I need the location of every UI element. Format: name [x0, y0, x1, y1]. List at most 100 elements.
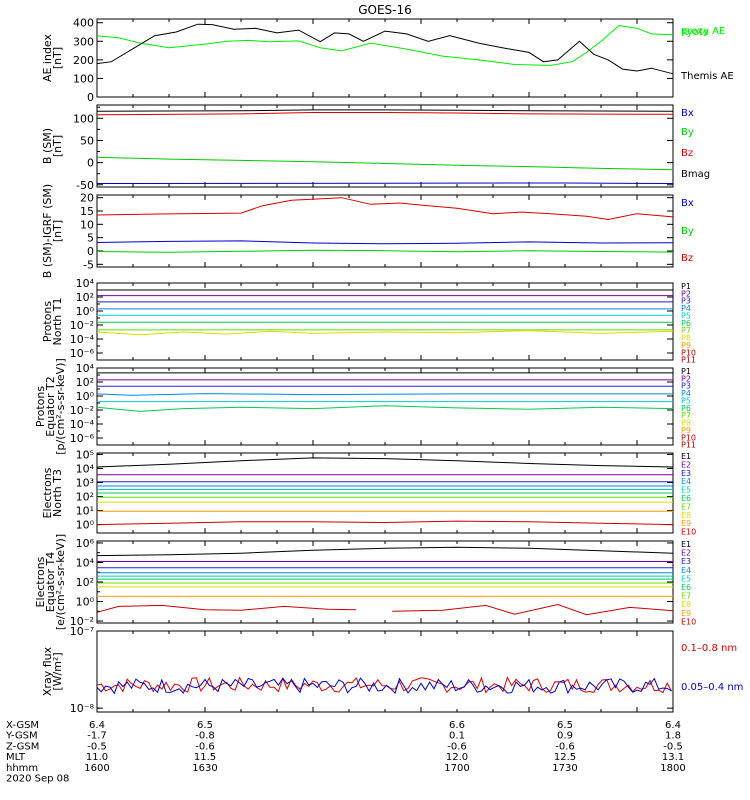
legend-entry: P3 — [681, 297, 691, 306]
legend-entry: Themis AE — [680, 71, 734, 82]
date-label: 2020 Sep 08 — [6, 774, 69, 785]
legend-entry: Bx — [681, 108, 694, 119]
panel-frame — [96, 104, 674, 188]
legend-entry: proxy AE — [681, 26, 725, 37]
y-axis-label: B (SM)-IGRF (SM) — [41, 184, 54, 278]
legend-entry: E4 — [681, 477, 691, 486]
series-line-bigrf-bz — [96, 197, 674, 221]
x-row-label: hhmm — [6, 763, 38, 774]
legend-entry: P7 — [681, 411, 691, 420]
y-tick-label: 0 — [87, 91, 94, 104]
legend-entry: P7 — [681, 326, 691, 335]
legend-entry: E2 — [681, 549, 691, 558]
y-tick-label: 10⁻⁶ — [70, 432, 95, 445]
legend-entry: E5 — [681, 574, 691, 583]
legend-entry: P10 — [681, 348, 696, 357]
y-axis-label: Equator T4 — [44, 552, 57, 612]
legend-entry: P1 — [681, 367, 691, 376]
series-line-bsm-bz — [96, 112, 674, 116]
legend-entry: Bz — [681, 148, 693, 159]
panel-frame — [96, 630, 674, 713]
legend-entry: By — [681, 127, 694, 138]
series-line-prot_eq-p6 — [96, 405, 674, 412]
series-line-elec_eq-e1 — [96, 546, 674, 557]
y-tick-label: 10⁻² — [70, 319, 94, 332]
x-tick-label: 1730 — [552, 763, 577, 774]
x-tick-label: -0.6 — [447, 741, 467, 752]
y-tick-label: 20 — [80, 192, 94, 205]
y-tick-label: 10⁻⁸ — [70, 702, 95, 715]
legend-entry: P9 — [681, 341, 691, 350]
legend-entry: E10 — [681, 528, 696, 537]
y-axis-label: Xray flux — [41, 646, 54, 696]
x-tick-label: 6.4 — [665, 720, 681, 731]
y-tick-label: 10³ — [76, 476, 94, 489]
x-axis-labels: X-GSM 6.4 6.5 6.6 6.5 6.4 Y-GSM -1.7 -0.8 0.1 0.9 1… — [5, 720, 686, 785]
y-axis-label: North T3 — [51, 469, 64, 517]
panel-frame — [96, 282, 674, 361]
legend-entry: P2 — [681, 374, 691, 383]
y-axis-label: Protons — [34, 386, 47, 427]
y-axis-label: Electrons — [41, 467, 54, 518]
legend-entry: E1 — [681, 452, 691, 461]
y-tick-label: 10⁻⁴ — [70, 418, 95, 431]
series-line-elec_north-e1 — [96, 457, 674, 468]
x-tick-label: 6.4 — [89, 720, 105, 731]
x-tick-label: 11.5 — [194, 752, 216, 763]
y-tick-label: 200 — [73, 54, 94, 67]
legend-entry: E5 — [681, 486, 691, 495]
x-tick-label: 6.5 — [557, 720, 573, 731]
legend-entry: E9 — [681, 519, 691, 528]
series-line-prot_eq-p4 — [96, 393, 673, 396]
legend-entry: E9 — [681, 609, 691, 618]
y-tick-label: -50 — [76, 179, 94, 192]
y-tick-label: 100 — [73, 112, 94, 125]
legend-entry: P4 — [681, 304, 691, 313]
series-line-bsm-by — [96, 156, 674, 171]
legend-entry: E10 — [681, 617, 696, 626]
legend-entry: Kyoto — [681, 27, 709, 38]
x-row-label: Z-GSM — [6, 741, 39, 752]
legend-entry: P4 — [681, 389, 691, 398]
legend-entry: 0.1–0.8 nm — [681, 643, 737, 654]
x-row-label: MLT — [6, 752, 26, 763]
y-axis-label: Electrons — [34, 556, 47, 607]
x-tick-label: 1.8 — [665, 731, 681, 742]
x-tick-label: 12.5 — [554, 752, 576, 763]
y-tick-label: 10⁶ — [76, 537, 95, 550]
series-line-xray-0-1-0-8-nm — [96, 676, 673, 694]
y-tick-label: 10⁻⁴ — [70, 333, 95, 346]
legend-entry: P5 — [681, 311, 691, 320]
legend-entry: E3 — [681, 557, 691, 566]
legend-entry: E3 — [681, 469, 691, 478]
y-tick-label: -5 — [83, 258, 94, 271]
legend-entry: E1 — [681, 540, 691, 549]
y-tick-label: 10⁰ — [76, 390, 95, 403]
series-line-bsm-bmag — [96, 109, 674, 112]
legend-entry: Bmag — [681, 169, 710, 180]
x-tick-label: 6.5 — [197, 720, 213, 731]
y-axis-label: Equator T2 — [44, 376, 57, 436]
y-tick-label: 0 — [87, 157, 94, 170]
x-tick-label: 6.6 — [449, 720, 465, 731]
legend-entry: P1 — [681, 282, 691, 291]
y-tick-label: 10⁴ — [76, 362, 95, 375]
legend-entry: E6 — [681, 494, 691, 503]
x-tick-label: -0.5 — [663, 741, 683, 752]
legend-entry: P10 — [681, 433, 696, 442]
y-tick-label: 10² — [76, 376, 94, 389]
legend-entry: E7 — [681, 502, 691, 511]
legend-entry: P11 — [681, 441, 696, 450]
series-line-ae-themis-ae — [96, 23, 674, 75]
y-tick-label: 10² — [76, 291, 94, 304]
y-axis-label: [nT] — [51, 47, 64, 69]
panel-frame — [96, 540, 674, 624]
legend-entry: E7 — [681, 592, 691, 601]
panel-frame — [96, 194, 674, 268]
legend-entry: E2 — [681, 460, 691, 469]
y-tick-label: 400 — [73, 17, 94, 30]
y-tick-label: 10⁻² — [70, 615, 94, 628]
x-tick-label: 1700 — [444, 763, 469, 774]
